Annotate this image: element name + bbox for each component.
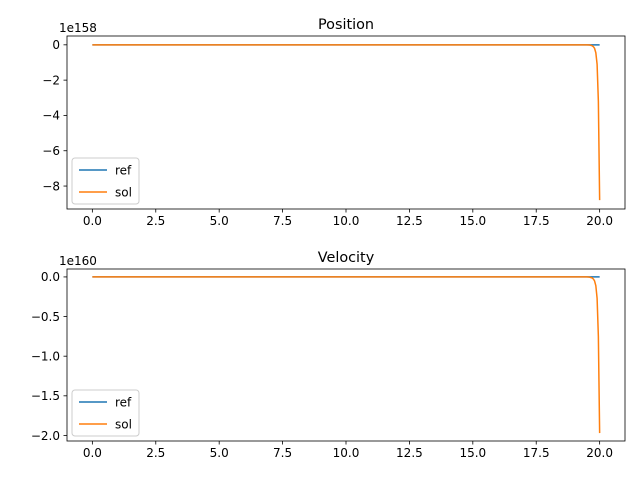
x-tick-label: 17.5 (523, 214, 550, 228)
chart-title: Position (318, 17, 374, 33)
x-tick-label: 2.5 (146, 446, 165, 460)
legend-label-ref: ref (115, 163, 132, 177)
x-tick-label: 5.0 (210, 446, 229, 460)
x-tick-label: 5.0 (210, 214, 229, 228)
x-tick-label: 12.5 (396, 214, 423, 228)
y-tick-label: −2.0 (31, 429, 60, 443)
y-tick-label: −4 (42, 109, 60, 123)
x-tick-label: 17.5 (523, 446, 550, 460)
legend-label-sol: sol (115, 417, 132, 431)
legend-label-sol: sol (115, 185, 132, 199)
x-tick-label: 10.0 (333, 446, 360, 460)
x-tick-label: 7.5 (273, 214, 292, 228)
y-tick-label: 0 (52, 38, 60, 52)
y-tick-label: −8 (42, 179, 60, 193)
plot-area (92, 44, 601, 201)
y-tick-label: −6 (42, 144, 60, 158)
legend: ref sol (71, 389, 140, 437)
x-tick-label: 15.0 (459, 446, 486, 460)
series-line-sol (92, 276, 601, 434)
x-tick-label: 15.0 (459, 214, 486, 228)
x-tick-label: 12.5 (396, 446, 423, 460)
y-tick-label: −1.5 (31, 389, 60, 403)
plot-area (92, 276, 601, 434)
x-tick-label: 0.0 (83, 446, 102, 460)
y-tick-label: −2 (42, 73, 60, 87)
x-tick-label: 20.0 (586, 446, 613, 460)
y-tick-label: 0.0 (41, 270, 60, 284)
x-tick-label: 0.0 (83, 214, 102, 228)
subplot-velocity: 0.0 2.5 5.0 7.5 10.0 12.5 15.0 17.5 20.0 0.0 −0.5 −… (31, 250, 626, 460)
x-tick-label: 20.0 (586, 214, 613, 228)
legend: ref sol (71, 157, 140, 205)
y-offset-text: 1e158 (59, 21, 97, 35)
axes-frame (66, 268, 626, 442)
chart-title: Velocity (318, 250, 375, 266)
series-line-sol (92, 44, 601, 201)
y-tick-label: −1.0 (31, 349, 60, 363)
legend-label-ref: ref (115, 395, 132, 409)
x-tick-label: 10.0 (333, 214, 360, 228)
y-offset-text: 1e160 (59, 254, 97, 268)
subplot-position: 0.0 2.5 5.0 7.5 10.0 12.5 15.0 17.5 20.0 0 −2 −4 −6 −… (42, 17, 626, 228)
x-tick-label: 7.5 (273, 446, 292, 460)
x-tick-label: 2.5 (146, 214, 165, 228)
y-tick-label: −0.5 (31, 310, 60, 324)
axes-frame (66, 35, 626, 210)
